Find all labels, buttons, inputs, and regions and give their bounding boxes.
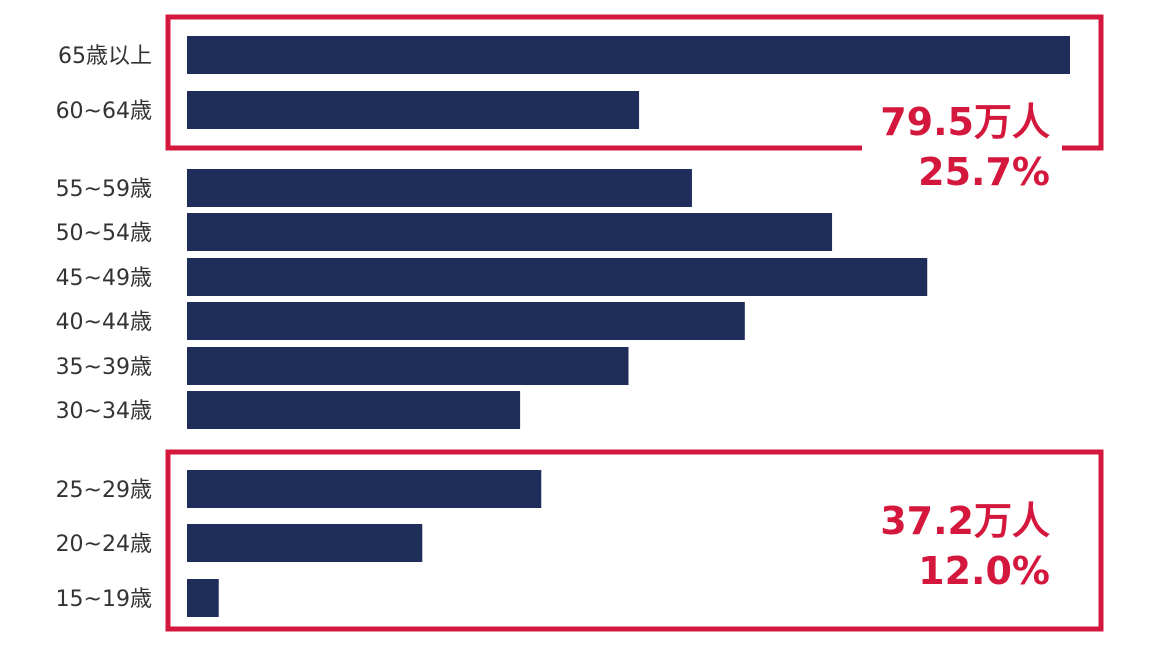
highlight-box-senior-mask: [862, 138, 1062, 158]
bar-10: [187, 579, 219, 617]
callout-senior-total: 79.5万人: [880, 100, 1050, 144]
bar-9: [187, 524, 423, 562]
category-label-4: 45~49歳: [56, 266, 152, 291]
category-label-9: 20~24歳: [56, 532, 152, 557]
category-label-5: 40~44歳: [56, 310, 152, 335]
category-label-7: 30~34歳: [56, 399, 152, 424]
category-label-10: 15~19歳: [56, 587, 152, 612]
category-labels-group: 65歳以上 60~64歳 55~59歳 50~54歳 45~49歳 40~44歳 35~39…: [56, 44, 152, 612]
bar-6: [187, 347, 629, 385]
bar-4: [187, 258, 928, 296]
highlight-box-young: [165, 449, 1104, 632]
bar-7: [187, 391, 521, 429]
category-label-2: 55~59歳: [56, 177, 152, 202]
bar-0: [187, 36, 1070, 74]
bar-1: [187, 91, 640, 129]
bars-group: [187, 36, 1070, 617]
highlight-box-senior: [165, 14, 1104, 151]
bar-3: [187, 213, 833, 251]
callout-young-total: 37.2万人: [880, 499, 1050, 543]
category-label-3: 50~54歳: [56, 221, 152, 246]
callout-senior-share: 25.7%: [918, 150, 1050, 194]
bar-2: [187, 169, 692, 207]
bar-5: [187, 302, 745, 340]
category-label-0: 65歳以上: [58, 44, 152, 69]
category-label-1: 60~64歳: [56, 99, 152, 124]
category-label-6: 35~39歳: [56, 355, 152, 380]
category-label-8: 25~29歳: [56, 478, 152, 503]
callout-young-share: 12.0%: [918, 549, 1050, 593]
bar-8: [187, 470, 542, 508]
